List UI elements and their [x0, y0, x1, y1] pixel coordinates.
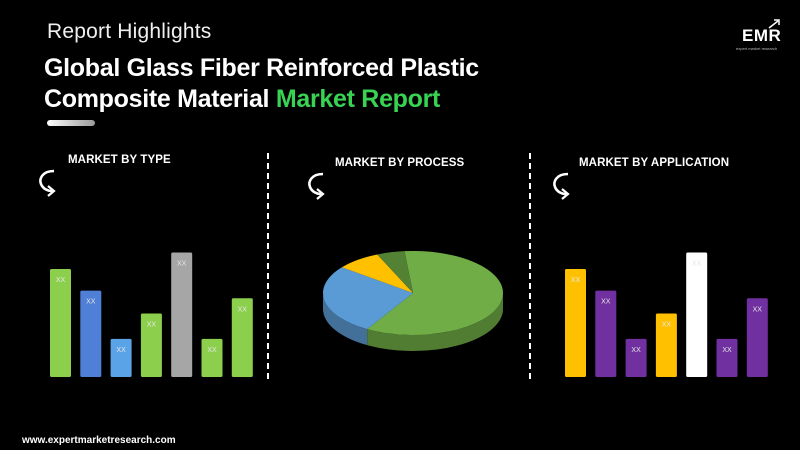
bar	[595, 290, 617, 377]
bar	[140, 313, 162, 377]
bar	[625, 338, 647, 377]
title-accent: Market Report	[275, 85, 441, 113]
cycle-arrow-icon	[553, 172, 570, 200]
pie-slice	[367, 251, 503, 335]
bar-value-label: XX	[207, 347, 217, 354]
bar-value-label: XX	[56, 277, 66, 284]
title-line-1: Global Glass Fiber Reinforced Plastic	[44, 54, 479, 82]
pie-chart-market-by-process	[322, 251, 503, 351]
footer-website: www.expertmarketresearch.com	[22, 435, 176, 446]
bar-value-label: XX	[722, 347, 732, 354]
bar-value-label: XX	[692, 261, 702, 268]
pie-slice	[322, 267, 413, 330]
logo-text: EMR	[742, 26, 782, 45]
bar-value-label: XX	[601, 299, 611, 306]
cycle-arrow-icon	[39, 169, 56, 197]
title-line-2-text: Composite Material	[44, 85, 270, 113]
bar-value-label: XX	[116, 347, 126, 354]
bar-value-label: XX	[571, 277, 581, 284]
bar	[50, 269, 71, 377]
bar-value-label: XX	[86, 299, 96, 306]
report-subtitle: Report Highlights	[47, 20, 212, 43]
bar-value-label: XX	[147, 322, 157, 329]
emr-logo: EMR expert market research	[736, 18, 788, 51]
cycle-arrow-icon	[308, 172, 325, 200]
bar-value-label: XX	[753, 306, 763, 313]
bar	[565, 269, 586, 377]
bar	[80, 290, 102, 377]
bar-value-label: XX	[662, 322, 672, 329]
bar	[746, 298, 768, 377]
bar	[201, 338, 223, 377]
bar	[231, 298, 253, 377]
section-label-process: MARKET BY PROCESS	[335, 157, 465, 169]
section-label-type: MARKET BY TYPE	[68, 154, 171, 166]
bar	[655, 313, 677, 377]
bar-chart-market-by-application: XX XX XX XX XX XX XX	[565, 252, 768, 377]
bar-value-label: XX	[631, 347, 641, 354]
bar-value-label: XX	[238, 306, 248, 313]
bar	[686, 252, 708, 377]
bar	[716, 338, 738, 377]
bar-value-label: XX	[177, 261, 187, 268]
section-divider	[267, 153, 269, 379]
report-title: Global Glass Fiber Reinforced Plastic Co…	[44, 53, 479, 115]
title-line-2: Composite Material Market Report	[44, 84, 479, 115]
title-underline-bar	[47, 120, 95, 126]
pie-slice	[377, 251, 413, 293]
bar-chart-market-by-type: XX XX XX XX XX XX XX	[50, 252, 253, 377]
logo-arrow-icon	[768, 19, 780, 29]
pie-slice-side	[323, 293, 368, 346]
pie-slice	[341, 254, 413, 293]
section-divider	[529, 153, 531, 379]
bar	[110, 338, 132, 377]
pie-slice-side	[367, 293, 503, 351]
logo-tagline: expert market research	[736, 46, 778, 51]
bar	[171, 252, 193, 377]
section-label-application: MARKET BY APPLICATION	[579, 157, 730, 169]
